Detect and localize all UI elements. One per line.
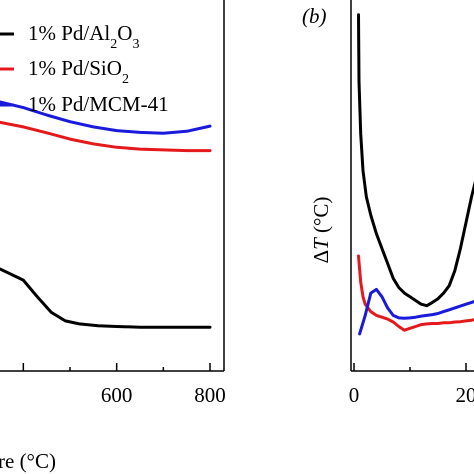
panel-a-series-1-pd-mcm-41 xyxy=(0,100,212,135)
panel-a-legend-label-part: 1% Pd/Al xyxy=(28,21,110,45)
panel-a-legend-label-part: 1% Pd/MCM-41 xyxy=(28,92,169,116)
panel-a-series-1-pd-al2o3 xyxy=(0,267,212,329)
panel-b-y-axis-label-var: T xyxy=(309,237,333,250)
panel-a-legend-label-2: 1% Pd/MCM-41 xyxy=(28,92,169,116)
panel-a-tick-label-600: 600 xyxy=(101,383,133,407)
panel-b-tick-label-20: 20 xyxy=(456,383,474,407)
panel-b-tick-label-0: 0 xyxy=(349,383,360,407)
panel-a-x-axis-label: re (°C) xyxy=(0,449,56,473)
panel-a-legend-label-1: 1% Pd/SiO2 xyxy=(28,56,129,87)
panel-b-label: (b) xyxy=(302,4,327,28)
panel-b-y-axis-label-prefix: Δ xyxy=(309,250,333,264)
panel-a-legend-label-part: 1% Pd/SiO xyxy=(28,56,122,80)
panel-b: 0 20 (b) ΔT (°C) xyxy=(302,0,474,407)
panel-b-series-1-pd-sio2 xyxy=(357,254,474,332)
panel-a-series-1-pd-sio2 xyxy=(0,120,212,153)
panel-a-legend-label-part: 3 xyxy=(132,37,139,52)
panel-b-y-axis-label-unit: (°C) xyxy=(309,197,333,239)
panel-a-x-ticks: 600 800 xyxy=(22,363,226,407)
panel-b-series xyxy=(357,13,474,336)
panel-a-legend-label-part: 2 xyxy=(110,37,117,52)
panel-b-series-1-pd-al2o3 xyxy=(357,13,474,308)
panel-b-y-axis-label: ΔT (°C) xyxy=(309,197,333,264)
panel-b-x-ticks: 0 20 xyxy=(349,363,474,407)
panel-a-legend-label-part: O xyxy=(117,21,132,45)
panel-a-series xyxy=(0,100,212,329)
panel-a-legend-label-0: 1% Pd/Al2O3 xyxy=(28,21,139,52)
panel-a-legend-label-part: 2 xyxy=(122,72,129,87)
panel-a-tick-label-800: 800 xyxy=(194,383,226,407)
panel-b-series-1-pd-mcm-41 xyxy=(358,287,474,336)
